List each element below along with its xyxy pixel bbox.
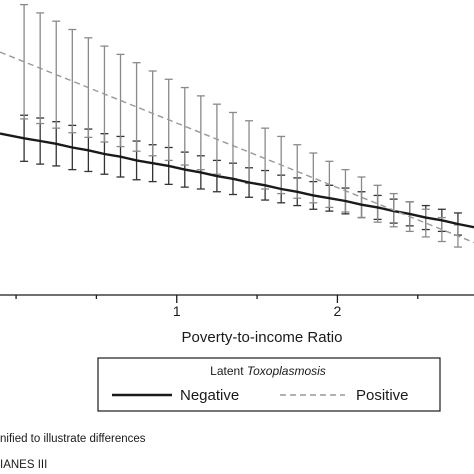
x-tick-label-2: 2 xyxy=(334,303,342,319)
plot-area xyxy=(0,3,474,248)
legend: Latent Toxoplasmosis Negative Positive xyxy=(97,357,441,412)
footnote-1: nified to illustrate differences xyxy=(0,433,146,445)
legend-negative-label: Negative xyxy=(180,387,239,404)
legend-title-italic: Toxoplasmosis xyxy=(247,364,326,378)
legend-title-prefix: Latent xyxy=(210,364,247,378)
x-axis-label: Poverty-to-income Ratio xyxy=(182,329,343,346)
footnote-2: IANES III xyxy=(0,459,47,471)
x-tick-label-1: 1 xyxy=(173,303,181,319)
series-line-negative xyxy=(0,132,474,229)
series-line-positive xyxy=(0,51,474,244)
legend-title: Latent Toxoplasmosis xyxy=(210,364,326,378)
series-negative-errorbars xyxy=(20,114,462,236)
legend-positive-label: Positive xyxy=(356,387,409,404)
legend-box xyxy=(97,357,441,412)
